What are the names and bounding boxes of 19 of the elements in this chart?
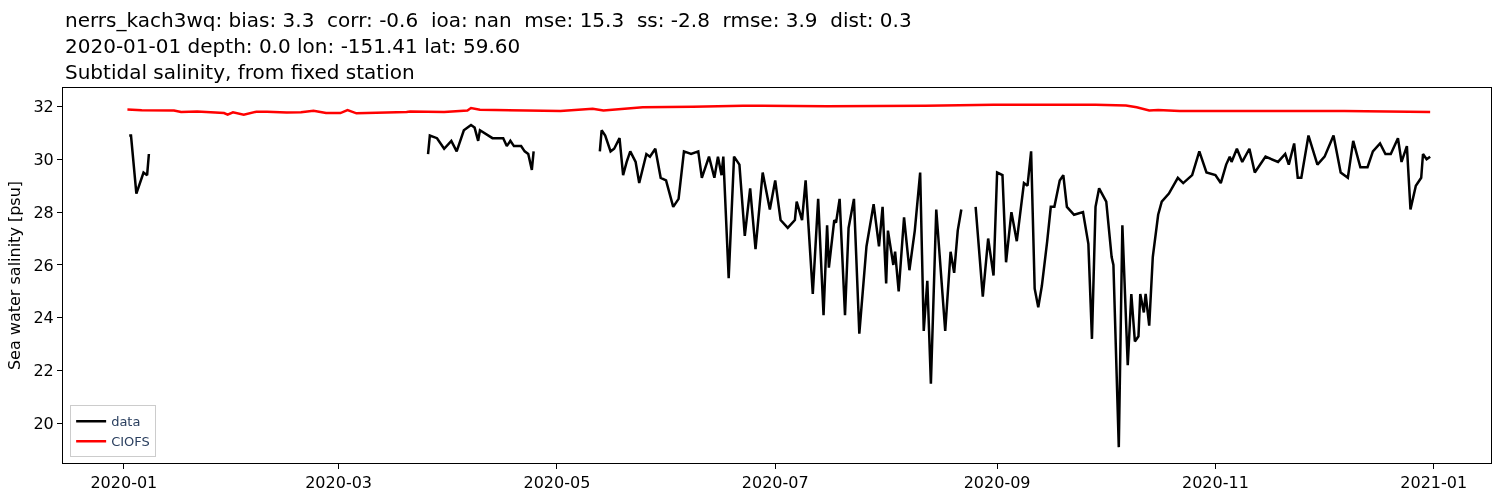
legend-label: CIOFS xyxy=(111,434,150,450)
x-tick-label: 2020-03 xyxy=(305,473,373,493)
x-tick-label: 2020-05 xyxy=(523,473,591,493)
line-series xyxy=(126,103,1432,116)
legend-label: data xyxy=(111,414,141,430)
x-tick-label: 2020-01 xyxy=(90,473,158,493)
y-tick-label: 28 xyxy=(33,202,54,222)
x-tick-label: 2020-11 xyxy=(1181,473,1249,493)
y-tick-label: 30 xyxy=(33,149,54,169)
chart-title: nerrs_kach3wq: bias: 3.3 corr: -0.6 ioa: nan mse: 15.3 ss: -2.8 rmse: 3.9 dist: 0.3 2020-01-01 depth: 0.0 lon: -151.41 lat: 59.60 Subtidal salinity, from fixed station xyxy=(65,8,912,84)
x-tick-label: 2020-09 xyxy=(963,473,1031,493)
y-axis-title: Sea water salinity [psu] xyxy=(5,180,25,371)
x-tick-label: 2021-01 xyxy=(1400,473,1468,493)
y-tick-label: 20 xyxy=(33,413,54,433)
x-tick-label: 2020-07 xyxy=(741,473,809,493)
y-tick-label: 22 xyxy=(33,361,54,381)
y-tick-label: 24 xyxy=(33,308,54,328)
y-tick-label: 32 xyxy=(33,97,54,117)
y-tick-label: 26 xyxy=(33,255,54,275)
